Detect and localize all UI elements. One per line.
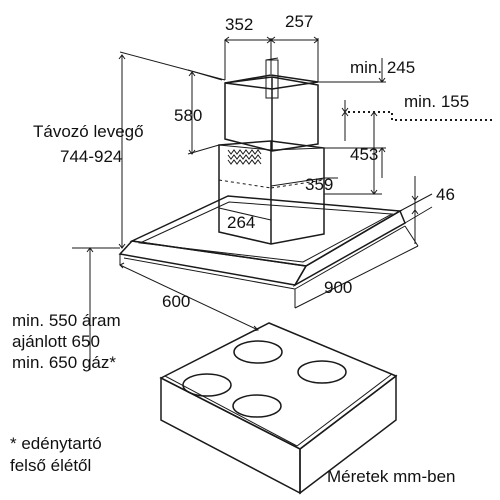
cooktop	[159, 322, 398, 495]
footnote: * edénytartó felső élétől	[10, 434, 102, 475]
clearance-note: min. 550 áram ajánlott 650 min. 650 gáz*	[12, 311, 121, 372]
canopy-height-label: 46	[436, 185, 455, 204]
burner-icon	[232, 394, 282, 418]
units-note: Méretek mm-ben	[327, 467, 455, 486]
inner-width-label: 359	[305, 175, 333, 194]
hood-width-label: 900	[324, 278, 352, 297]
dimension-labels: 352 257 min. 245 580 min. 155 Távozó lev…	[33, 12, 469, 311]
burner-icon	[182, 373, 232, 397]
min-offset-label: min. 155	[404, 92, 469, 111]
dimension-lines	[72, 36, 492, 370]
lower-chimney-height-label: 453	[350, 145, 378, 164]
clearance-recommended-label: ajánlott 650	[12, 332, 100, 351]
clearance-electric-label: min. 550 áram	[12, 311, 121, 330]
footnote-line-2: felső élétől	[10, 456, 91, 475]
burner-icon	[297, 360, 347, 384]
upper-chimney-height-label: 580	[174, 106, 202, 125]
exhaust-range-label: 744-924	[60, 147, 122, 166]
burner-icon	[233, 340, 283, 364]
hood-depth-label: 600	[162, 292, 190, 311]
min-top-gap-label: min. 245	[350, 58, 415, 77]
chimney-width-label: 257	[285, 12, 313, 31]
inner-depth-label: 264	[227, 213, 255, 232]
clearance-gas-label: min. 650 gáz*	[12, 353, 116, 372]
vent-slots	[227, 149, 262, 165]
chimney-depth-label: 352	[225, 15, 253, 34]
exhaust-air-label: Távozó levegő	[33, 122, 144, 141]
footnote-line-1: * edénytartó	[10, 434, 102, 453]
